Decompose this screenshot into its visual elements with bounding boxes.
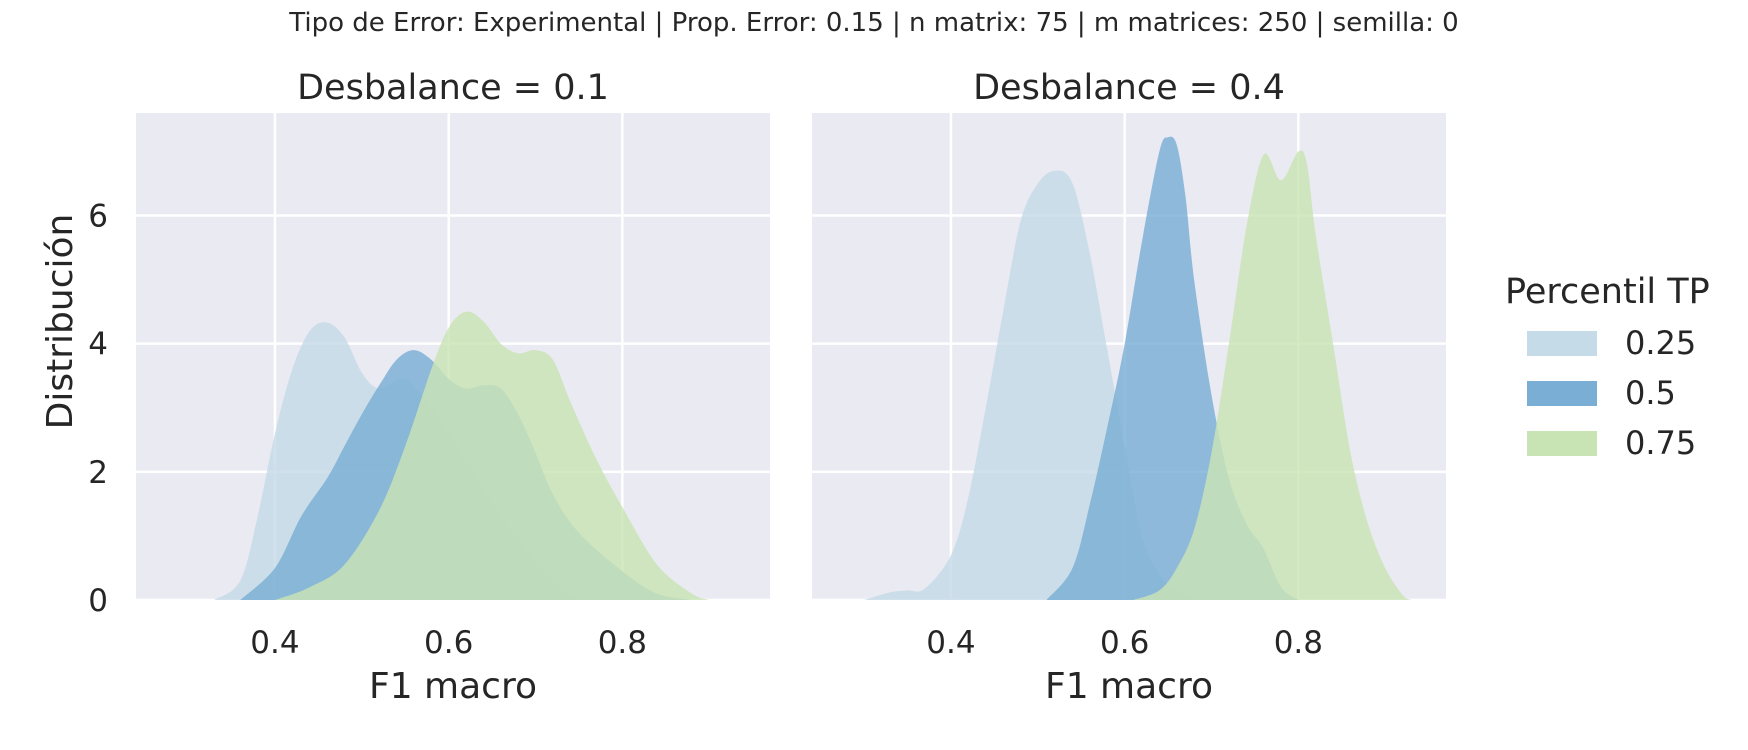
y-tick-label: 2 xyxy=(88,455,108,491)
x-tick-label: 0.6 xyxy=(1100,625,1149,661)
legend: Percentil TP 0.25 0.5 0.75 xyxy=(1505,272,1710,468)
density-area-0.75 xyxy=(1133,150,1412,600)
y-axis-label: Distribución xyxy=(40,214,81,430)
legend-title: Percentil TP xyxy=(1505,272,1710,312)
y-tick-label: 0 xyxy=(88,583,108,619)
legend-label: 0.25 xyxy=(1625,324,1697,362)
legend-label: 0.75 xyxy=(1625,424,1697,462)
panel-title: Desbalance = 0.1 xyxy=(297,68,609,108)
x-axis-label: F1 macro xyxy=(1045,666,1213,707)
page-title: Tipo de Error: Experimental | Prop. Erro… xyxy=(289,8,1459,38)
legend-item-0.5: 0.5 xyxy=(1505,368,1710,418)
x-tick-label: 0.4 xyxy=(926,625,975,661)
density-area-0.5 xyxy=(1046,136,1299,600)
legend-swatch xyxy=(1527,430,1597,456)
x-tick-label: 0.8 xyxy=(1274,625,1323,661)
legend-item-0.75: 0.75 xyxy=(1505,418,1710,468)
legend-item-0.25: 0.25 xyxy=(1505,318,1710,368)
x-axis-label: F1 macro xyxy=(369,666,537,707)
y-tick-label: 4 xyxy=(88,327,108,363)
density-area-0.75 xyxy=(275,311,710,600)
legend-swatch xyxy=(1527,380,1597,406)
panel-title: Desbalance = 0.4 xyxy=(973,68,1285,108)
y-tick-label: 6 xyxy=(88,199,108,235)
x-tick-label: 0.8 xyxy=(598,625,647,661)
legend-swatch xyxy=(1527,330,1597,356)
x-tick-label: 0.6 xyxy=(424,625,473,661)
x-tick-label: 0.4 xyxy=(250,625,299,661)
legend-label: 0.5 xyxy=(1625,374,1676,412)
